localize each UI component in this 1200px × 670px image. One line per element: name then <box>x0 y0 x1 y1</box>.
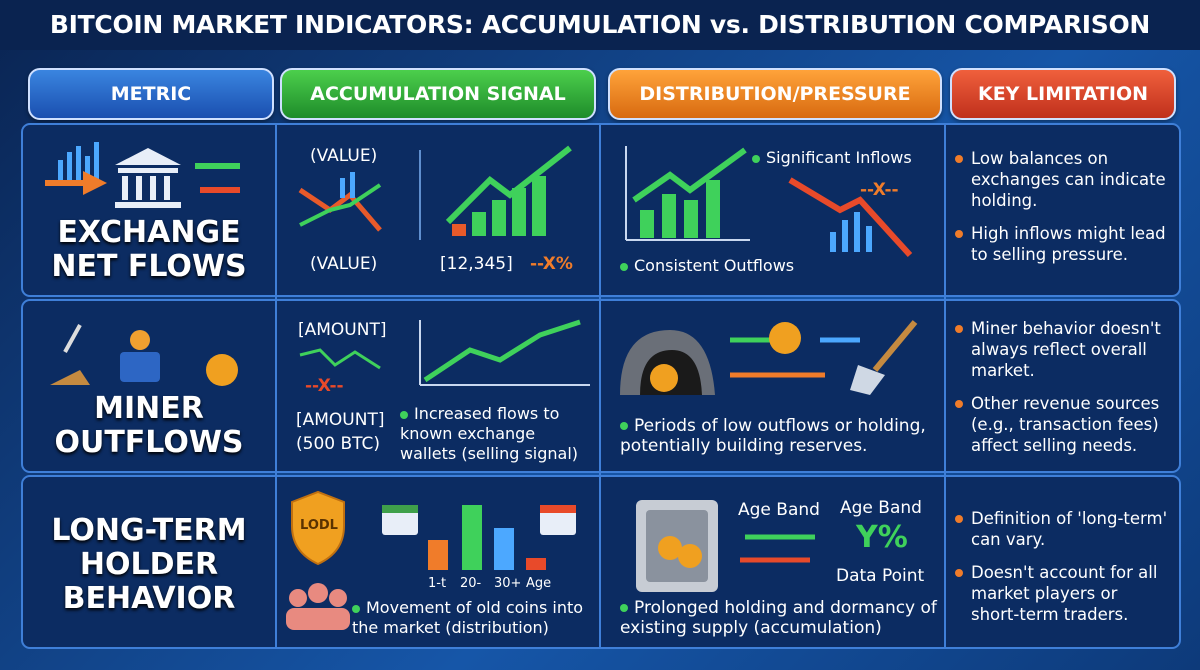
metric-line: EXCHANGE <box>57 215 241 250</box>
limitations: Definition of 'long-term' can vary. Doesn… <box>955 508 1170 637</box>
limitation: Definition of 'long-term' can vary. <box>955 508 1170 550</box>
label: LODL <box>300 518 338 533</box>
header: METRIC <box>28 68 274 120</box>
metric: LONG-TERM HOLDER BEHAVIOR <box>22 514 276 616</box>
label: --X-- <box>305 376 344 396</box>
metric-line: NET FLOWS <box>51 249 247 284</box>
note: Movement of old coins into the market (d… <box>352 598 592 638</box>
note: Periods of low outflows or holding, pote… <box>620 416 938 456</box>
label: (VALUE) <box>310 254 378 274</box>
header: KEY LIMITATION <box>950 68 1176 120</box>
label: (VALUE) <box>310 146 378 166</box>
label: Data Point <box>836 566 925 586</box>
label: [AMOUNT] <box>296 410 385 430</box>
note: Prolonged holding and dormancy of existi… <box>620 598 937 638</box>
label: [AMOUNT] <box>298 320 387 340</box>
limitation: Doesn't account for all market players o… <box>955 562 1170 625</box>
label: Age <box>526 576 552 591</box>
label: 20- <box>460 576 482 591</box>
label: Y% <box>856 520 908 555</box>
metric: MINER OUTFLOWS <box>22 392 276 460</box>
label: 30+ <box>494 576 522 591</box>
label: Age Band <box>840 498 922 518</box>
metric: EXCHANGE NET FLOWS <box>22 216 276 284</box>
note: Increased flows to known exchange wallet… <box>400 404 595 464</box>
metric-line: LONG-TERM <box>51 513 247 548</box>
limitation: High inflows might lead to selling press… <box>955 223 1170 265</box>
header: ACCUMULATION SIGNAL <box>280 68 596 120</box>
label: [12,345] <box>440 254 513 274</box>
title: BITCOIN MARKET INDICATORS: ACCUMULATION … <box>0 0 1200 50</box>
metric-line: MINER <box>94 391 204 426</box>
label: --X-- <box>860 180 899 200</box>
label: --X% <box>530 254 573 274</box>
label: Consistent Outflows <box>620 256 794 276</box>
label: Significant Inflows <box>752 148 912 168</box>
limitations: Low balances on exchanges can indicate h… <box>955 148 1170 277</box>
limitation: Other revenue sources (e.g., transaction… <box>955 393 1170 456</box>
label: (500 BTC) <box>296 434 381 454</box>
limitation: Miner behavior doesn't always reflect ov… <box>955 318 1170 381</box>
metric-line: HOLDER <box>79 547 219 582</box>
label: Age Band <box>738 500 820 520</box>
label: 1-t <box>428 576 447 591</box>
metric-line: BEHAVIOR <box>62 581 236 616</box>
limitation: Low balances on exchanges can indicate h… <box>955 148 1170 211</box>
limitations: Miner behavior doesn't always reflect ov… <box>955 318 1170 468</box>
metric-line: OUTFLOWS <box>54 425 244 460</box>
